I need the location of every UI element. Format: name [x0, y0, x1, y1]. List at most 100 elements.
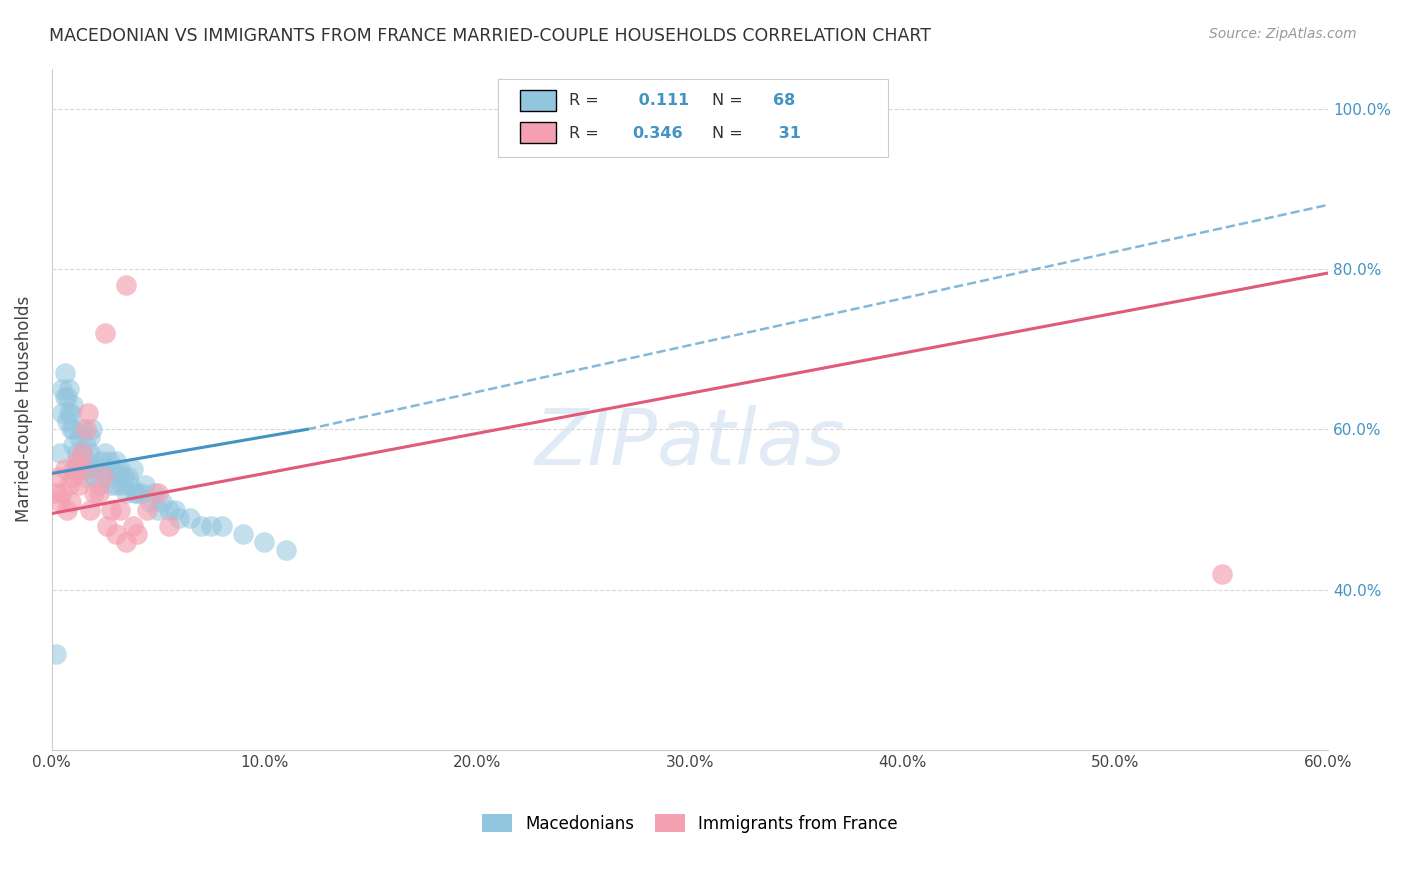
- Point: [73, 470, 96, 484]
- FancyBboxPatch shape: [520, 121, 555, 144]
- Point: [59, 406, 82, 420]
- Point: [107, 470, 129, 484]
- Point: [150, 494, 173, 508]
- Point: [157, 502, 180, 516]
- Point: [121, 518, 143, 533]
- Point: [86, 462, 108, 476]
- Point: [165, 502, 187, 516]
- Point: [51, 486, 73, 500]
- Point: [125, 486, 148, 500]
- Point: [62, 422, 84, 436]
- Point: [51, 406, 73, 420]
- Point: [58, 406, 80, 420]
- Text: N =: N =: [711, 126, 742, 141]
- Point: [66, 462, 89, 476]
- Text: 31: 31: [773, 126, 801, 141]
- Point: [115, 486, 138, 500]
- Point: [274, 542, 297, 557]
- Text: N =: N =: [711, 93, 742, 108]
- Text: 68: 68: [773, 93, 796, 108]
- Point: [83, 470, 105, 484]
- Point: [146, 502, 169, 516]
- Text: ZIPatlas: ZIPatlas: [534, 405, 845, 482]
- Point: [104, 526, 127, 541]
- Point: [75, 462, 97, 476]
- Point: [59, 494, 82, 508]
- Point: [67, 478, 90, 492]
- Point: [157, 518, 180, 533]
- Point: [91, 470, 114, 484]
- Point: [82, 422, 104, 436]
- Point: [91, 462, 114, 476]
- Point: [73, 454, 96, 468]
- Point: [77, 406, 100, 420]
- Point: [179, 510, 201, 524]
- Point: [117, 470, 139, 484]
- Point: [79, 430, 101, 444]
- Text: 0.346: 0.346: [633, 126, 683, 141]
- Point: [121, 462, 143, 476]
- Point: [70, 446, 93, 460]
- Point: [62, 470, 84, 484]
- Point: [55, 414, 77, 428]
- Point: [53, 390, 76, 404]
- Point: [108, 462, 131, 476]
- Point: [115, 534, 138, 549]
- Point: [53, 366, 76, 380]
- Point: [120, 478, 142, 492]
- Point: [211, 518, 233, 533]
- Point: [58, 478, 80, 492]
- Point: [79, 502, 101, 516]
- Point: [46, 470, 69, 484]
- Point: [94, 446, 117, 460]
- Point: [66, 454, 89, 468]
- Point: [87, 486, 110, 500]
- Point: [103, 462, 125, 476]
- Text: 0.111: 0.111: [633, 93, 689, 108]
- Point: [73, 462, 96, 476]
- Point: [55, 390, 77, 404]
- Point: [108, 502, 131, 516]
- Y-axis label: Married-couple Households: Married-couple Households: [15, 296, 32, 523]
- Point: [100, 502, 122, 516]
- Point: [94, 326, 117, 340]
- FancyBboxPatch shape: [499, 78, 887, 157]
- FancyBboxPatch shape: [520, 90, 555, 112]
- Point: [75, 422, 97, 436]
- Point: [66, 446, 89, 460]
- Point: [96, 518, 118, 533]
- Point: [67, 454, 90, 468]
- Point: [90, 454, 112, 468]
- Point: [63, 462, 86, 476]
- Point: [49, 494, 72, 508]
- Point: [98, 454, 121, 468]
- Point: [104, 454, 127, 468]
- Point: [70, 422, 93, 436]
- Point: [75, 438, 97, 452]
- Point: [67, 430, 90, 444]
- Point: [51, 382, 73, 396]
- Point: [62, 398, 84, 412]
- Point: [129, 486, 152, 500]
- Point: [55, 502, 77, 516]
- Point: [59, 422, 82, 436]
- Point: [124, 486, 146, 500]
- Text: R =: R =: [568, 126, 599, 141]
- Point: [53, 462, 76, 476]
- Point: [115, 278, 138, 293]
- Point: [49, 446, 72, 460]
- Point: [83, 486, 105, 500]
- Point: [62, 462, 84, 476]
- Point: [134, 478, 156, 492]
- Point: [232, 526, 254, 541]
- Point: [190, 518, 212, 533]
- Point: [169, 510, 191, 524]
- Point: [1211, 566, 1233, 581]
- Point: [100, 478, 122, 492]
- Point: [138, 494, 160, 508]
- Point: [58, 382, 80, 396]
- Point: [125, 526, 148, 541]
- Point: [111, 478, 134, 492]
- Point: [62, 438, 84, 452]
- Legend: Macedonians, Immigrants from France: Macedonians, Immigrants from France: [474, 806, 905, 841]
